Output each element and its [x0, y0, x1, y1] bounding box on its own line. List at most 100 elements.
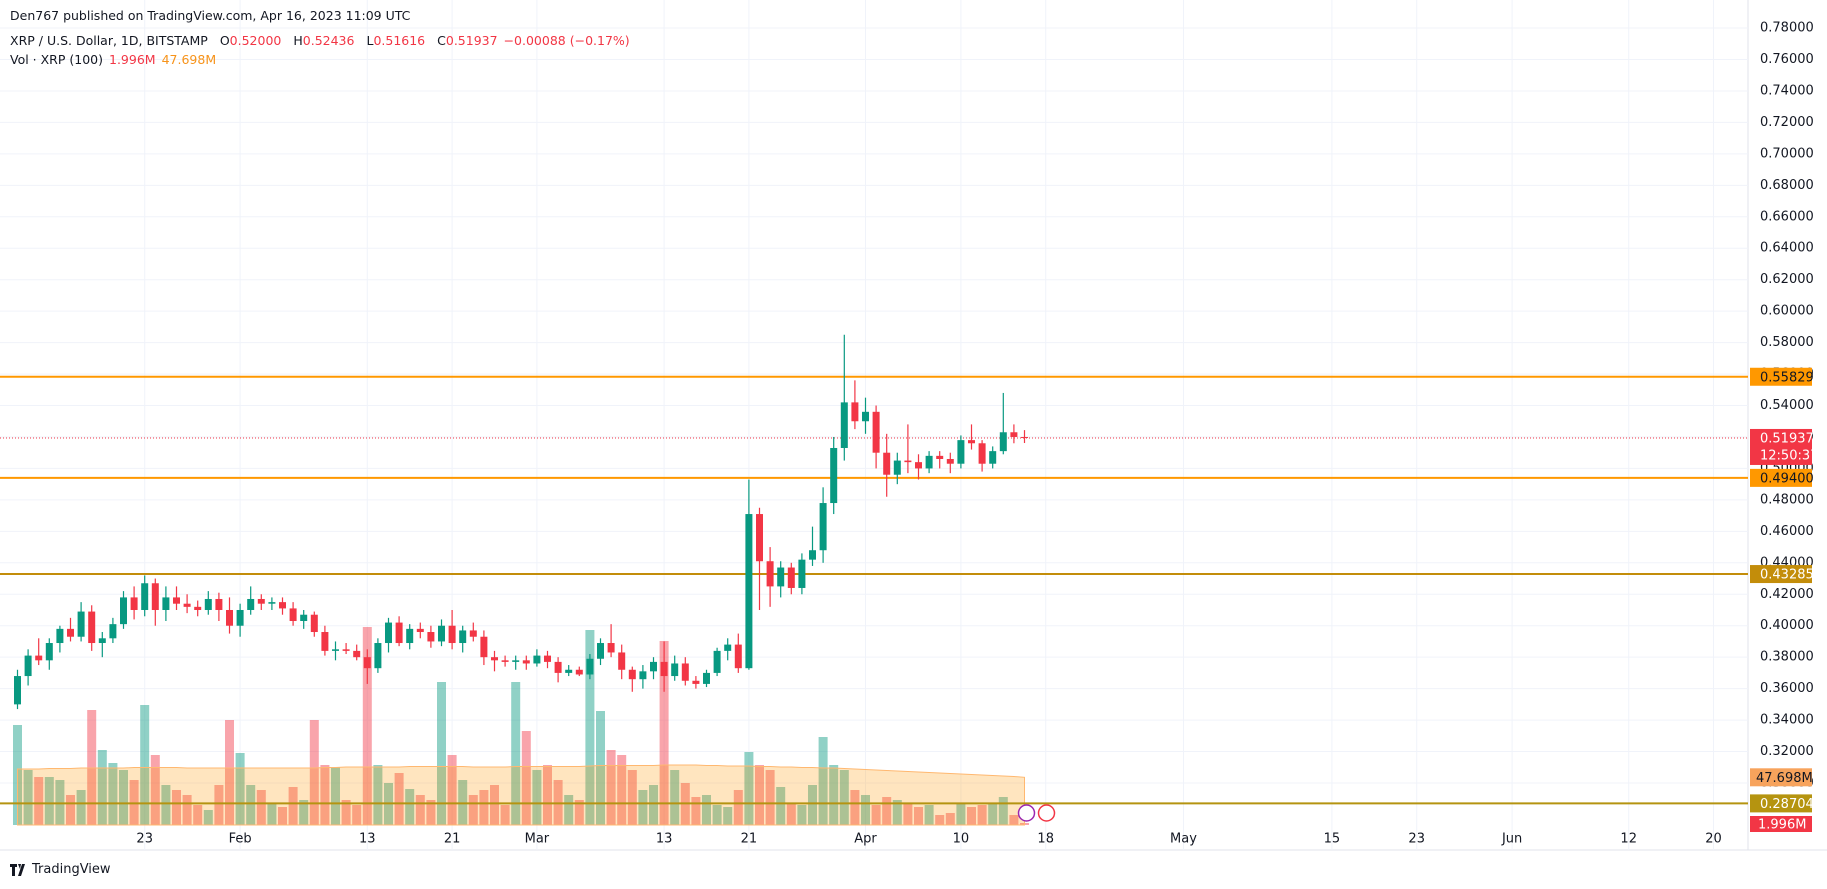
volume-bar	[627, 770, 637, 825]
y-tick-label: 0.64000	[1760, 241, 1814, 256]
candle-body	[1010, 432, 1018, 437]
volume-bar	[352, 805, 362, 825]
candle-body	[893, 460, 901, 475]
candle-body	[363, 657, 371, 669]
volume-bar	[564, 795, 574, 825]
y-tick-label: 0.68000	[1760, 178, 1814, 193]
volume-bar	[44, 777, 54, 825]
ohlc-key: L	[366, 33, 374, 48]
candle-body	[24, 655, 32, 677]
candle-body	[268, 602, 276, 604]
volume-bar	[755, 765, 764, 825]
volume-bar	[511, 682, 521, 825]
volume-bar	[426, 800, 436, 825]
candle-body	[734, 644, 742, 669]
y-tick-label: 0.32000	[1760, 744, 1814, 759]
level-label-bg	[1750, 468, 1812, 487]
candle-body	[989, 451, 997, 464]
candle-body	[957, 440, 965, 464]
volume-bar	[765, 770, 775, 825]
candle-body	[88, 611, 96, 644]
candle-body	[554, 661, 562, 673]
candle-body	[162, 597, 170, 610]
volume-bar	[34, 777, 44, 825]
candle-body	[183, 603, 191, 607]
candle-body	[109, 624, 117, 639]
volume-bar	[924, 805, 934, 825]
candle-body	[130, 597, 138, 610]
candle-body	[809, 550, 816, 560]
candle-body	[236, 609, 244, 626]
candle-body	[946, 458, 954, 464]
candle-body	[77, 611, 85, 637]
x-tick-label: 23	[136, 832, 153, 847]
volume-bar	[649, 785, 658, 825]
volume-bar	[235, 753, 245, 825]
ohlc-value: 0.52436	[302, 33, 355, 48]
candle-body	[332, 649, 339, 651]
volume-bar	[394, 773, 404, 825]
candle-body	[67, 628, 74, 637]
candle-body	[883, 452, 891, 475]
volume-ma: 47.698M	[161, 52, 217, 67]
candle-body	[491, 657, 498, 661]
y-tick-label: 0.66000	[1760, 209, 1814, 224]
candle-body	[342, 649, 350, 651]
candle-body	[501, 660, 509, 662]
volume-bar	[288, 787, 298, 825]
x-tick-label: Mar	[525, 832, 550, 847]
y-tick-label: 0.38000	[1760, 650, 1814, 665]
volume-bar	[500, 805, 510, 825]
candle-body	[151, 583, 159, 610]
level-label: 0.28704	[1760, 797, 1814, 812]
candle-body	[14, 676, 21, 705]
y-tick-label: 0.60000	[1760, 304, 1814, 319]
volume-bar	[341, 800, 351, 825]
volume-bar	[702, 795, 711, 825]
candle-body	[766, 561, 774, 587]
x-tick-label: 15	[1324, 832, 1341, 847]
volume-bar	[712, 805, 722, 825]
candle-body	[798, 559, 806, 588]
volume-bar	[66, 795, 75, 825]
volume-last-bg	[1750, 816, 1812, 832]
level-label-bg	[1750, 565, 1812, 584]
candle-body	[830, 447, 838, 504]
candle-body	[978, 443, 986, 464]
volume-bar	[150, 755, 160, 825]
volume-bar	[585, 630, 595, 825]
ohlc-key: C	[437, 33, 446, 48]
volume-bar	[521, 731, 531, 825]
candle-body	[1021, 436, 1028, 438]
volume-bar	[278, 807, 287, 825]
candle-body	[840, 402, 848, 448]
volume-bar	[76, 790, 86, 825]
candle-body	[936, 455, 944, 459]
candle-body	[565, 669, 573, 673]
y-tick-label: 0.46000	[1760, 524, 1814, 539]
volume-bar	[256, 790, 266, 825]
candle-body	[247, 598, 255, 610]
volume-bar	[776, 787, 786, 825]
volume-bar	[543, 765, 552, 825]
level-label: 0.55829	[1760, 370, 1814, 385]
candle-body	[374, 643, 382, 669]
x-tick-label: Feb	[229, 832, 252, 847]
candle-body	[681, 663, 689, 681]
logo	[10, 863, 25, 876]
volume-bar	[988, 803, 998, 825]
ohlc-value: 0.51937	[445, 33, 498, 48]
volume-bar	[246, 785, 256, 825]
candle-body	[448, 625, 456, 644]
candle-body	[279, 602, 286, 609]
volume-bar	[362, 627, 372, 825]
volume-bar	[903, 803, 913, 825]
candle-body	[777, 567, 785, 587]
candle-body	[459, 630, 467, 644]
volume-bar	[97, 750, 107, 825]
candle-body	[406, 628, 414, 644]
volume-bar	[596, 711, 605, 825]
brand: TradingView	[32, 862, 111, 877]
level-label-bg	[1750, 794, 1812, 813]
